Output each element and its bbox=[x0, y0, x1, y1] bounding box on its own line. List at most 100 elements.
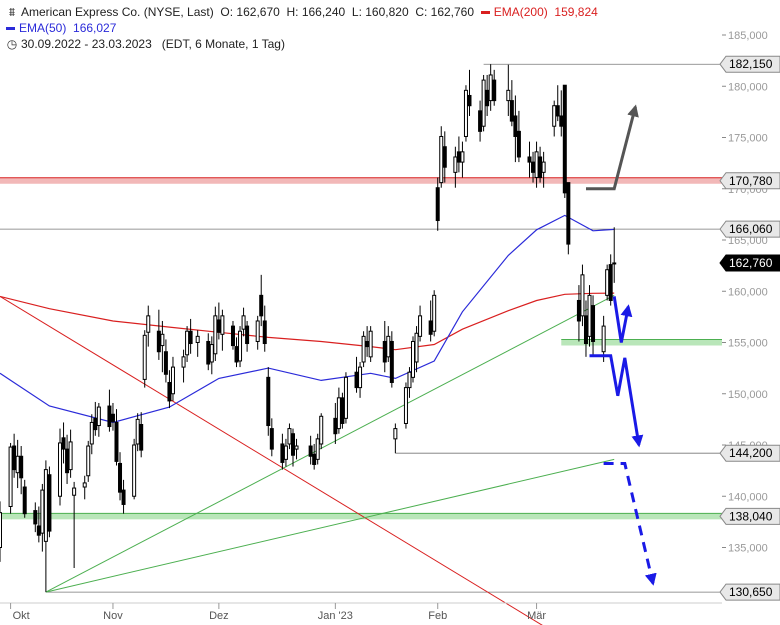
candle-body bbox=[552, 105, 557, 127]
candle bbox=[418, 305, 423, 342]
candle-body bbox=[428, 320, 433, 335]
candle bbox=[294, 438, 299, 460]
plot-area bbox=[0, 63, 722, 625]
candle bbox=[82, 475, 87, 500]
candle bbox=[343, 372, 348, 424]
candle-body bbox=[22, 486, 27, 515]
candle-body bbox=[576, 299, 581, 322]
price-label: 162,760 bbox=[729, 256, 773, 270]
candle bbox=[132, 438, 137, 500]
candle-body bbox=[266, 376, 271, 427]
candle bbox=[283, 438, 288, 467]
candle bbox=[488, 64, 493, 111]
x-tick-label: Nov bbox=[103, 610, 123, 622]
candle bbox=[541, 151, 546, 188]
candle bbox=[170, 356, 175, 401]
candle-body bbox=[220, 315, 225, 335]
candle-body bbox=[209, 344, 214, 363]
candle bbox=[213, 306, 218, 361]
blue-down-arrow bbox=[589, 354, 644, 448]
ema200-swatch bbox=[480, 11, 490, 15]
candle bbox=[241, 307, 246, 337]
price-label: 138,040 bbox=[729, 509, 773, 523]
candle bbox=[160, 320, 165, 373]
candle-body bbox=[453, 156, 458, 173]
blue-bounce-arrow bbox=[612, 296, 633, 343]
candle bbox=[96, 402, 101, 437]
candle-body bbox=[361, 335, 366, 363]
candle bbox=[290, 428, 295, 467]
candle-body bbox=[583, 315, 588, 345]
y-tick-label: 180,000 bbox=[728, 81, 768, 93]
ema200-line bbox=[0, 292, 615, 351]
y-tick-label: 140,000 bbox=[728, 491, 768, 503]
header-line-3: ◷ 30.09.2022 - 23.03.2023 (EDT, 6 Monate,… bbox=[6, 37, 285, 52]
candle-body bbox=[40, 489, 45, 534]
candle bbox=[368, 326, 373, 362]
candle bbox=[389, 331, 394, 388]
ema50-label: EMA(50) bbox=[19, 21, 67, 35]
price-label-box bbox=[719, 444, 780, 462]
date-range: 30.09.2022 - 23.03.2023 bbox=[21, 37, 152, 51]
candle bbox=[163, 339, 168, 383]
candle-body bbox=[132, 444, 137, 497]
candle bbox=[135, 413, 140, 452]
candle bbox=[93, 401, 98, 436]
candle-body bbox=[259, 294, 264, 317]
candle bbox=[453, 146, 458, 188]
candle-body bbox=[262, 320, 267, 345]
candle bbox=[312, 443, 317, 470]
candle-body bbox=[608, 264, 613, 301]
candle-body bbox=[43, 469, 48, 542]
candle-body bbox=[358, 366, 363, 389]
x-tick-label: Dez bbox=[209, 610, 229, 622]
candle bbox=[287, 423, 292, 450]
candle-body bbox=[612, 262, 617, 265]
candle bbox=[382, 320, 387, 373]
x-tick-label: Jan '23 bbox=[318, 610, 353, 622]
candle-body bbox=[107, 405, 112, 428]
candle bbox=[0, 501, 2, 562]
price-label-box bbox=[719, 254, 780, 272]
candle-body bbox=[36, 525, 41, 536]
candle bbox=[612, 227, 617, 283]
candle-body bbox=[534, 151, 539, 178]
candle bbox=[485, 74, 490, 116]
candle bbox=[439, 126, 444, 188]
candle-body bbox=[269, 428, 274, 450]
candle-body bbox=[336, 397, 341, 430]
price-label-box bbox=[719, 507, 780, 525]
candle-body bbox=[8, 446, 13, 507]
candle bbox=[266, 367, 271, 436]
candle bbox=[456, 136, 461, 173]
candle bbox=[206, 333, 211, 371]
candle bbox=[121, 479, 126, 514]
candle-body bbox=[96, 406, 101, 427]
candle-body bbox=[538, 156, 543, 178]
candle-body bbox=[160, 333, 165, 347]
candle-body bbox=[513, 115, 518, 137]
price-label-box bbox=[719, 220, 780, 238]
candle-body bbox=[181, 356, 186, 368]
candle-body bbox=[65, 448, 70, 474]
candle-body bbox=[605, 269, 610, 296]
candle bbox=[566, 182, 571, 255]
x-tick-label: Okt bbox=[13, 610, 30, 622]
header-line-1: ⩩ American Express Co. (NYSE, Last) O: 16… bbox=[6, 5, 598, 20]
candle bbox=[432, 290, 437, 337]
high-value: 166,240 bbox=[301, 5, 346, 19]
candle bbox=[580, 264, 585, 327]
support-zone bbox=[0, 513, 722, 520]
candle-body bbox=[72, 487, 77, 496]
candle bbox=[230, 320, 235, 350]
candle-body bbox=[185, 330, 190, 356]
candle-body bbox=[290, 433, 295, 456]
candle-body bbox=[442, 146, 447, 168]
candle-body bbox=[340, 397, 345, 424]
green-uptrend-2-line bbox=[45, 458, 615, 593]
candle-body bbox=[68, 441, 73, 471]
candle-body bbox=[206, 340, 211, 365]
candle bbox=[435, 177, 440, 231]
price-label: 166,060 bbox=[729, 222, 773, 236]
